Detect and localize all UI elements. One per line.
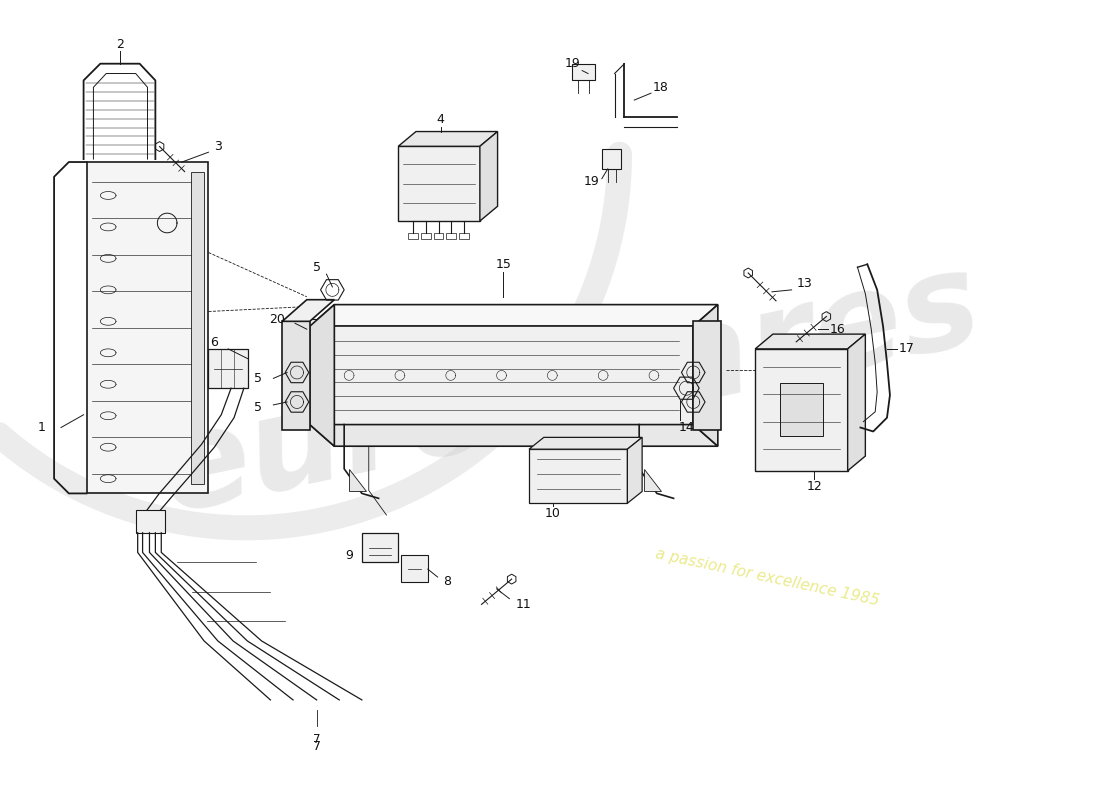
Polygon shape bbox=[349, 469, 366, 491]
Polygon shape bbox=[283, 300, 334, 322]
Text: 11: 11 bbox=[515, 598, 531, 611]
Text: 2: 2 bbox=[116, 38, 124, 50]
Text: 6: 6 bbox=[210, 337, 218, 350]
Polygon shape bbox=[529, 438, 642, 449]
Polygon shape bbox=[602, 150, 621, 169]
Polygon shape bbox=[693, 305, 718, 446]
Text: 13: 13 bbox=[796, 278, 812, 290]
Polygon shape bbox=[209, 349, 248, 388]
Text: 14: 14 bbox=[679, 421, 694, 434]
Text: 4: 4 bbox=[437, 114, 444, 126]
Text: 7: 7 bbox=[312, 733, 320, 746]
Text: 15: 15 bbox=[495, 258, 512, 270]
Text: 17: 17 bbox=[899, 342, 914, 355]
Polygon shape bbox=[310, 305, 334, 446]
Polygon shape bbox=[756, 349, 848, 471]
Polygon shape bbox=[300, 319, 317, 336]
Text: 5: 5 bbox=[254, 372, 262, 385]
Polygon shape bbox=[310, 305, 718, 326]
Text: 3: 3 bbox=[214, 140, 222, 153]
Text: 19: 19 bbox=[564, 57, 580, 70]
Polygon shape bbox=[480, 131, 497, 221]
Text: 8: 8 bbox=[443, 575, 451, 589]
Polygon shape bbox=[780, 383, 823, 436]
Polygon shape bbox=[645, 469, 661, 491]
Polygon shape bbox=[756, 334, 866, 349]
Polygon shape bbox=[362, 533, 398, 562]
Polygon shape bbox=[627, 438, 642, 503]
Text: 9: 9 bbox=[345, 549, 353, 562]
Polygon shape bbox=[87, 162, 209, 494]
Polygon shape bbox=[398, 146, 480, 221]
Text: 10: 10 bbox=[544, 506, 561, 519]
Polygon shape bbox=[529, 449, 627, 503]
Polygon shape bbox=[310, 425, 718, 446]
Polygon shape bbox=[398, 131, 497, 146]
Text: eurospares: eurospares bbox=[148, 242, 992, 539]
Text: 12: 12 bbox=[806, 480, 822, 493]
Text: 19: 19 bbox=[584, 175, 600, 188]
Text: 18: 18 bbox=[653, 81, 669, 94]
Text: a passion for excellence 1985: a passion for excellence 1985 bbox=[653, 546, 880, 608]
Polygon shape bbox=[283, 322, 310, 430]
Text: 7: 7 bbox=[312, 740, 320, 753]
Text: 20: 20 bbox=[270, 313, 285, 326]
Text: 5: 5 bbox=[312, 261, 320, 274]
Polygon shape bbox=[135, 510, 165, 533]
Text: 16: 16 bbox=[829, 322, 846, 336]
Polygon shape bbox=[402, 555, 428, 582]
Text: 5: 5 bbox=[254, 402, 262, 414]
Polygon shape bbox=[572, 64, 595, 81]
Polygon shape bbox=[310, 326, 693, 425]
Polygon shape bbox=[693, 322, 720, 430]
Polygon shape bbox=[848, 334, 866, 471]
Text: 1: 1 bbox=[37, 421, 45, 434]
Polygon shape bbox=[190, 172, 204, 483]
